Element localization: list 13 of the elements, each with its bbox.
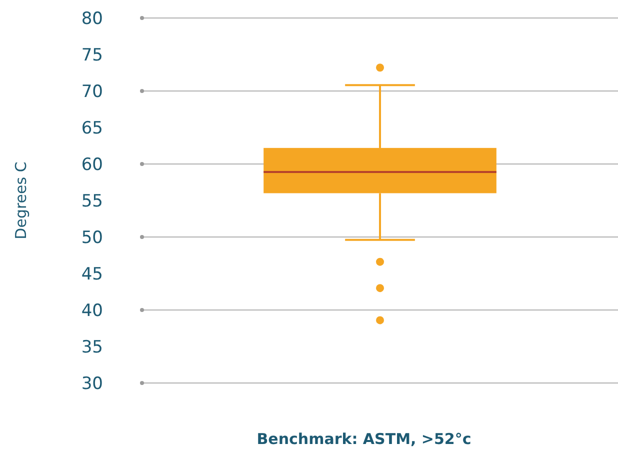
y-tick-label: 50: [81, 228, 103, 248]
y-tick-label: 65: [81, 118, 103, 138]
x-axis-title: Benchmark: ASTM, >52°c: [256, 430, 472, 448]
y-tick-label: 35: [81, 337, 103, 358]
y-tick-label: 80: [81, 8, 103, 29]
y-axis-title: Degrees C: [12, 162, 30, 240]
y-tick-label: 30: [81, 374, 103, 394]
y-tick-label: 55: [81, 191, 103, 212]
y-tick-label: 70: [81, 82, 103, 102]
y-tick-label: 40: [81, 300, 103, 321]
y-tick-label: 60: [81, 154, 103, 175]
y-tick-label: 45: [81, 264, 103, 284]
y-tick-label: 75: [81, 45, 103, 66]
